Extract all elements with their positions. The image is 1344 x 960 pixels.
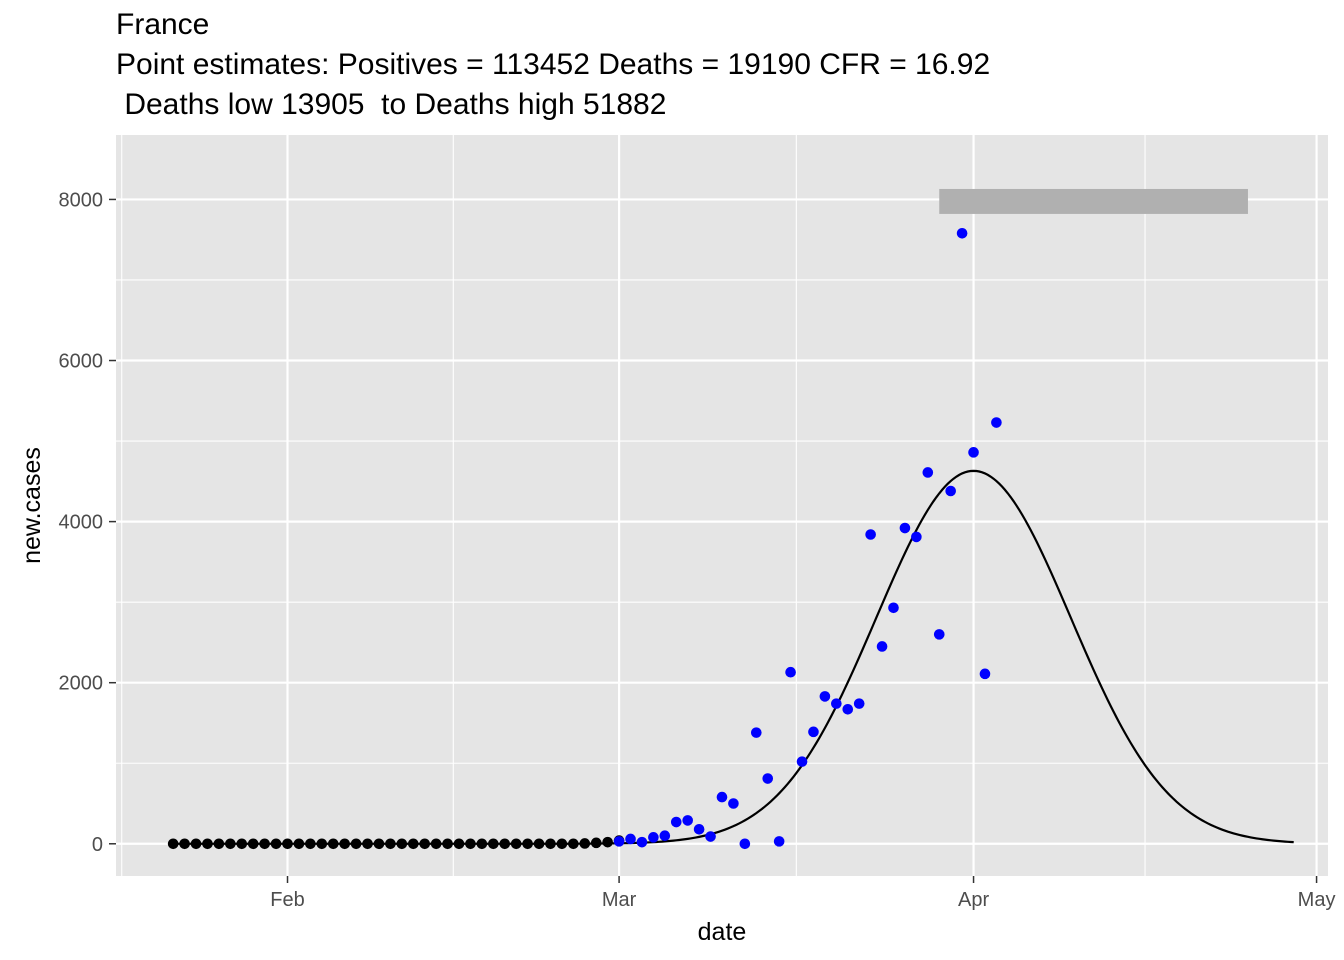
early-case-point <box>282 838 293 850</box>
early-case-point <box>488 838 499 850</box>
observed-case-point <box>819 691 831 702</box>
early-case-point <box>419 838 431 850</box>
early-case-point <box>407 838 419 850</box>
y-axis-title: new.cases <box>18 447 46 564</box>
y-tick-label: 8000 <box>59 189 104 211</box>
early-case-point <box>590 837 602 849</box>
observed-case-point <box>945 485 956 497</box>
early-case-point <box>579 838 591 849</box>
observed-case-point <box>853 698 865 709</box>
y-tick-label: 0 <box>92 834 103 856</box>
early-case-point <box>465 838 476 850</box>
data-points <box>167 227 1002 850</box>
deaths-range-rect <box>939 188 1248 214</box>
y-tick-label: 6000 <box>59 351 104 373</box>
x-tick-label: May <box>1298 889 1336 911</box>
chart-title: France <box>116 8 210 41</box>
observed-case-point <box>956 227 968 239</box>
observed-case-point <box>682 815 693 826</box>
observed-case-point <box>876 641 888 652</box>
observed-case-point <box>636 836 648 848</box>
early-case-point <box>373 838 385 850</box>
observed-case-point <box>911 531 922 543</box>
observed-case-point <box>979 668 991 680</box>
early-case-point <box>270 838 282 850</box>
observed-case-point <box>785 666 796 678</box>
early-case-point <box>236 838 248 850</box>
early-case-point <box>167 838 179 850</box>
y-axis: 0 2000 4000 6000 8000 <box>59 189 116 856</box>
early-case-point <box>385 838 396 850</box>
observed-case-point <box>728 798 739 809</box>
x-tick-label: Mar <box>602 889 637 911</box>
observed-case-point <box>613 836 625 847</box>
observed-case-point <box>865 529 876 540</box>
early-case-point <box>350 838 362 850</box>
observed-case-point <box>751 727 762 738</box>
early-case-point <box>225 838 236 850</box>
chart-subtitle-deaths-range: Deaths low 13905 to Deaths high 51882 <box>116 88 667 121</box>
early-case-point <box>510 838 522 850</box>
observed-case-point <box>808 726 819 738</box>
early-case-point <box>499 838 511 850</box>
early-case-point <box>545 838 556 850</box>
y-tick-label: 4000 <box>59 512 104 534</box>
early-case-point <box>316 838 328 850</box>
observed-case-point <box>762 773 774 784</box>
observed-case-point <box>773 836 785 847</box>
early-case-point <box>556 838 568 850</box>
observed-case-point <box>922 467 934 478</box>
observed-case-point <box>831 698 842 709</box>
observed-case-point <box>968 447 979 458</box>
observed-case-point <box>991 417 1002 428</box>
early-case-point <box>568 838 579 850</box>
observed-case-point <box>739 838 751 850</box>
early-case-point <box>396 838 408 850</box>
observed-case-point <box>693 823 705 835</box>
early-case-point <box>259 838 270 850</box>
x-axis: Feb Mar Apr May <box>270 876 1335 911</box>
observed-case-point <box>670 816 682 828</box>
early-case-point <box>293 838 305 850</box>
observed-case-point <box>842 703 854 715</box>
x-tick-label: Apr <box>958 889 989 911</box>
observed-case-point <box>659 830 671 842</box>
early-case-point <box>522 838 533 850</box>
early-case-point <box>453 838 465 850</box>
y-tick-label: 2000 <box>59 673 104 695</box>
early-case-point <box>202 838 213 850</box>
early-case-point <box>430 838 442 850</box>
observed-case-point <box>899 522 911 534</box>
early-case-point <box>213 838 225 850</box>
early-case-point <box>247 838 259 850</box>
deaths-range-bar <box>939 188 1248 214</box>
early-case-point <box>190 838 202 850</box>
observed-case-point <box>648 832 659 843</box>
early-case-point <box>442 838 453 850</box>
early-case-point <box>476 838 488 850</box>
observed-case-point <box>625 833 636 845</box>
early-case-point <box>533 838 545 850</box>
observed-case-point <box>716 791 728 803</box>
chart-subtitle-estimates: Point estimates: Positives = 113452 Deat… <box>116 48 991 81</box>
observed-case-point <box>888 602 899 614</box>
x-axis-title: date <box>698 918 747 946</box>
observed-case-point <box>796 756 808 767</box>
x-tick-label: Feb <box>270 889 304 911</box>
early-case-point <box>339 838 350 850</box>
early-case-point <box>179 838 190 850</box>
early-case-point <box>305 838 316 850</box>
early-case-point <box>327 838 339 850</box>
observed-case-point <box>933 629 945 640</box>
early-case-point <box>362 838 373 850</box>
observed-case-point <box>705 831 716 842</box>
plot-panel <box>116 135 1328 876</box>
early-case-point <box>602 836 613 848</box>
